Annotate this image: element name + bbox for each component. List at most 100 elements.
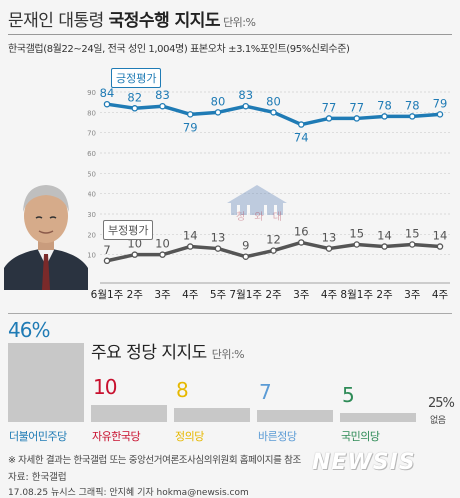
data-point xyxy=(325,115,333,122)
party-value-label: 25% xyxy=(428,396,455,411)
y-tick-label: 60 xyxy=(87,150,96,158)
data-label: 77 xyxy=(322,100,337,114)
data-label: 78 xyxy=(405,98,420,112)
data-label: 13 xyxy=(322,231,337,245)
y-tick-label: 70 xyxy=(87,130,96,138)
data-label: 15 xyxy=(405,227,420,241)
party-name: 바른정당 xyxy=(258,430,297,443)
data-label: 16 xyxy=(294,224,309,238)
y-tick-label: 30 xyxy=(87,211,96,219)
party-value-label: 5 xyxy=(342,383,355,408)
data-point xyxy=(159,251,166,258)
footnote: ※ 자세한 결과는 한국갤럽 또는 중앙선거여론조사심의위원회 홈페이지를 참조 xyxy=(8,455,301,466)
party-chart-title: 주요 정당 지지도 단위:% xyxy=(91,343,245,363)
section-divider xyxy=(8,313,452,314)
party-bar xyxy=(91,404,167,422)
data-label: 10 xyxy=(127,237,142,251)
data-label: 14 xyxy=(433,229,448,243)
y-tick-label: 90 xyxy=(87,89,96,97)
party-bar xyxy=(340,413,416,422)
x-tick-label: 3주 xyxy=(404,289,421,301)
credit: 17.08.25 뉴시스 그래픽: 안지혜 기자 hokma@newsis.co… xyxy=(8,488,249,498)
x-tick-label: 6월1주 xyxy=(91,289,124,301)
x-tick-label: 4주 xyxy=(182,289,199,301)
party-value-label: 7 xyxy=(259,379,272,404)
data-point xyxy=(353,241,360,248)
data-point xyxy=(186,243,194,250)
data-point xyxy=(436,111,444,118)
party-name: 국민의당 xyxy=(341,430,380,443)
x-tick-label: 8월1주 xyxy=(340,289,373,301)
data-label: 77 xyxy=(349,100,364,114)
y-tick-label: 40 xyxy=(87,191,96,199)
data-point xyxy=(436,243,444,250)
y-tick-label: 20 xyxy=(87,231,96,239)
data-label: 84 xyxy=(100,86,115,100)
data-point xyxy=(103,100,111,108)
data-point xyxy=(214,245,222,252)
party-value-label: 10 xyxy=(93,374,117,399)
y-tick-label: 10 xyxy=(87,252,96,260)
data-point xyxy=(297,239,305,246)
party-value-label: 46% xyxy=(8,318,50,342)
newsis-logo: NEWSIS xyxy=(312,450,416,475)
y-tick-label: 50 xyxy=(87,170,96,178)
party-name: 더불어민주당 xyxy=(9,430,67,443)
party-value-label: 8 xyxy=(176,378,189,403)
party-bar xyxy=(174,408,250,422)
party-name: 정의당 xyxy=(175,430,204,443)
data-label: 83 xyxy=(238,88,253,102)
positive-series-label: 긍정평가 xyxy=(111,68,162,88)
data-label: 78 xyxy=(377,98,392,112)
data-label: 14 xyxy=(377,229,392,243)
data-label: 82 xyxy=(127,90,142,104)
data-point xyxy=(214,109,222,116)
data-point xyxy=(325,245,333,252)
y-tick-label: 80 xyxy=(87,109,96,117)
chart-title: 문재인 대통령 국정수행 지지도 단위:% xyxy=(8,11,256,31)
data-point xyxy=(353,115,360,122)
data-point xyxy=(242,253,249,260)
data-label: 80 xyxy=(266,94,281,108)
x-tick-label: 4주 xyxy=(321,289,338,301)
party-bar xyxy=(8,342,84,422)
data-point xyxy=(408,241,416,248)
blue-house-label: 청 와 대 xyxy=(236,212,285,223)
data-label: 74 xyxy=(294,131,309,145)
data-label: 79 xyxy=(433,96,448,110)
data-label: 14 xyxy=(183,229,198,243)
data-label: 15 xyxy=(349,227,364,241)
data-point xyxy=(381,113,388,120)
title-divider xyxy=(8,34,452,35)
data-point xyxy=(408,113,416,120)
data-point xyxy=(270,247,277,254)
party-name: 없음 xyxy=(430,416,446,426)
data-label: 83 xyxy=(155,88,170,102)
data-label: 12 xyxy=(266,233,281,247)
x-tick-label: 5주 xyxy=(210,289,227,301)
data-label: 9 xyxy=(242,239,249,253)
negative-series-label: 부정평가 xyxy=(103,220,154,240)
x-tick-label: 3주 xyxy=(154,289,171,301)
x-tick-label: 3주 xyxy=(293,289,310,301)
data-point xyxy=(131,105,138,112)
data-point xyxy=(186,111,194,118)
party-name: 자유한국당 xyxy=(92,430,141,443)
data-label: 79 xyxy=(183,120,198,134)
x-tick-label: 2주 xyxy=(265,289,282,301)
x-tick-label: 2주 xyxy=(376,289,393,301)
source: 자료: 한국갤럽 xyxy=(8,472,67,483)
data-label: 13 xyxy=(211,231,226,245)
data-point xyxy=(131,251,138,258)
data-label: 10 xyxy=(155,237,170,251)
survey-subtitle: 한국갤럽(8월22~24일, 전국 성인 1,004명) 표본오차 ±3.1%포… xyxy=(8,44,350,55)
data-point xyxy=(297,121,305,128)
blue-house-icon xyxy=(227,185,287,215)
data-label: 7 xyxy=(103,243,110,257)
data-point xyxy=(103,257,111,265)
x-tick-label: 2주 xyxy=(127,289,144,301)
data-point xyxy=(270,109,277,116)
party-bar xyxy=(257,409,333,422)
data-point xyxy=(159,102,166,110)
